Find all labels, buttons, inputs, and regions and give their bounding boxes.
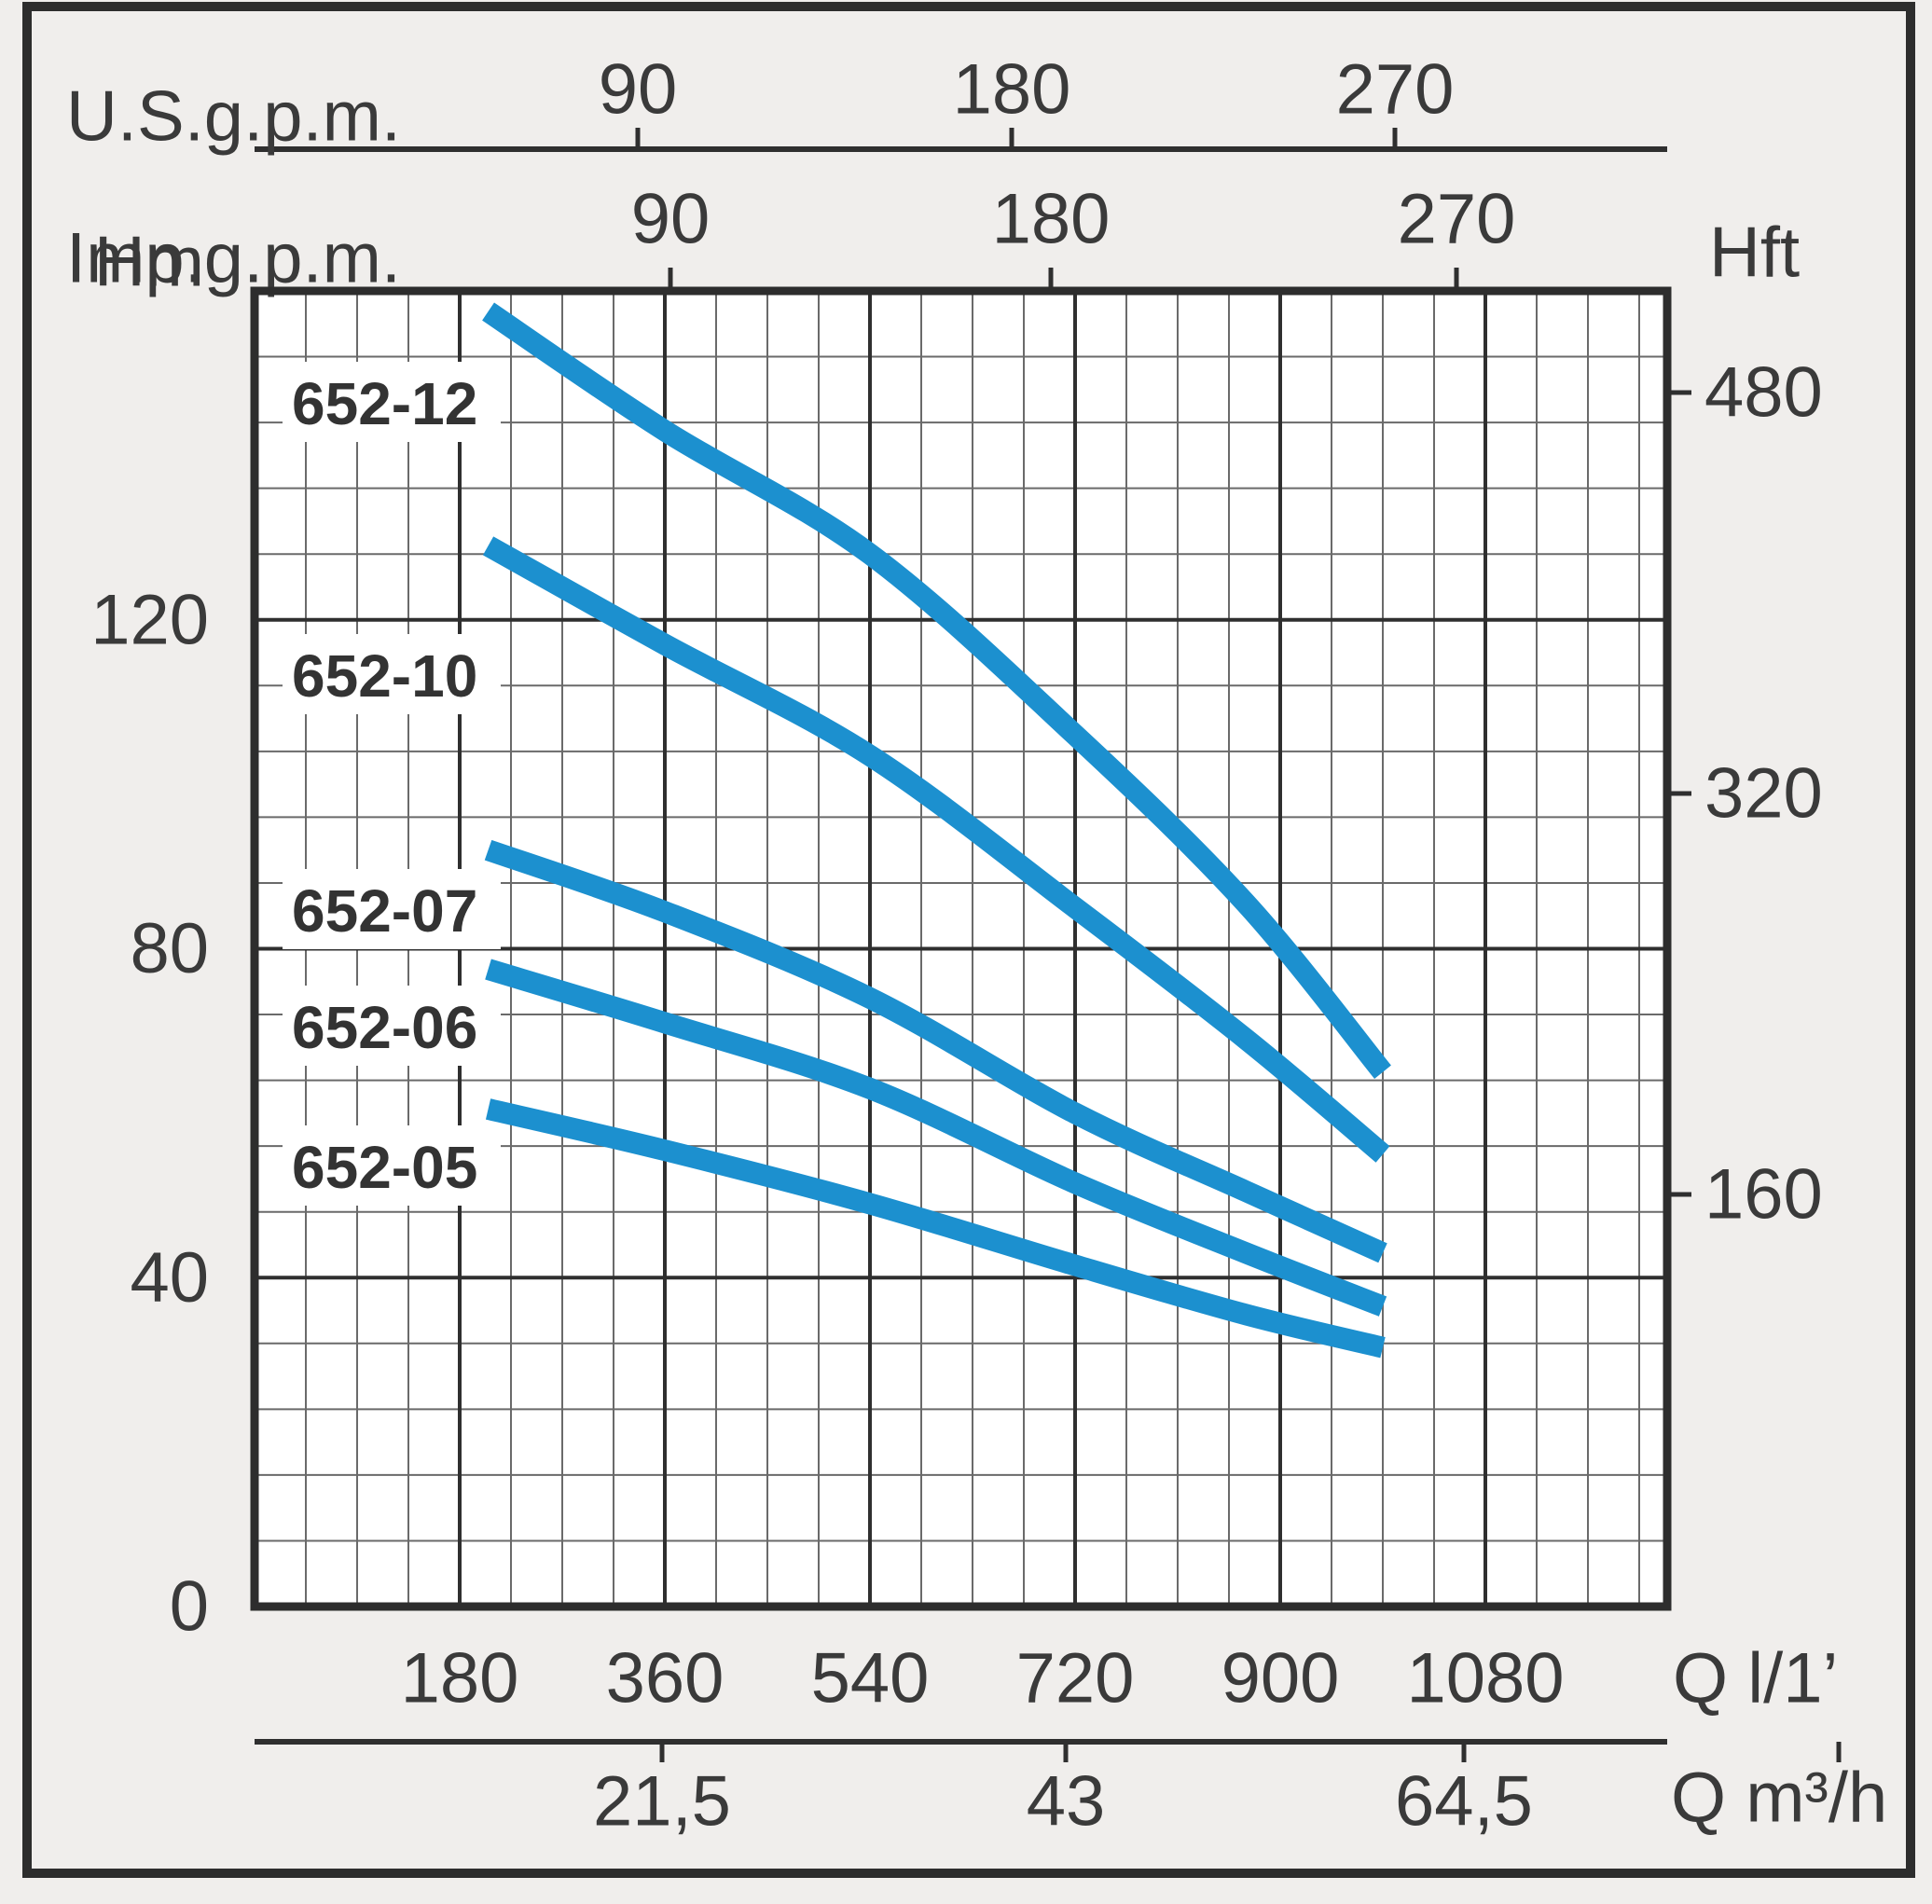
us-gpm-tick-label: 180 — [953, 50, 1071, 130]
imp-gpm-axis: 90 180 270 Imp.g.p.m. — [66, 180, 1515, 298]
x-axis-labels-l-min: 180 360 540 720 900 1080 — [401, 1639, 1565, 1718]
curve-label-652-05: 652-05 — [292, 1134, 477, 1201]
hft-tick-label: 320 — [1704, 754, 1823, 834]
us-gpm-ticks: 90 180 270 — [599, 50, 1455, 149]
y-axis-labels-m: 0 40 80 120 — [90, 580, 209, 1646]
curve-label-652-07: 652-07 — [292, 877, 477, 945]
curve-label-box — [283, 869, 501, 949]
outer-frame — [22, 2, 1915, 1878]
imp-gpm-tick-label: 90 — [631, 180, 711, 259]
m3h-ticks: 21,5 43 64,5 — [593, 1742, 1533, 1842]
l-min-tick-label: 720 — [1016, 1639, 1135, 1718]
plot-border — [250, 286, 1672, 1611]
hm-tick-label: 80 — [130, 909, 209, 988]
curve-label-652-06: 652-06 — [292, 994, 477, 1061]
pump-curve-652-06 — [485, 959, 1387, 1317]
us-gpm-tick-label: 90 — [599, 50, 678, 130]
imp-gpm-tick-label: 270 — [1398, 180, 1516, 259]
y-axis-title-hm: Hm — [94, 223, 204, 302]
curve-labels: 652-12 652-10 652-07 652-06 652-05 — [283, 362, 501, 1206]
l-min-tick-label: 900 — [1221, 1639, 1340, 1718]
imp-gpm-axis-title: Imp.g.p.m. — [66, 219, 401, 298]
m3h-tick-label: 21,5 — [593, 1762, 731, 1842]
curve-label-box — [283, 986, 501, 1066]
y-axis-ticks-ft: 160 320 480 — [1667, 353, 1823, 1235]
curve-label-box — [283, 634, 501, 714]
pump-curve-652-07 — [484, 839, 1387, 1263]
pump-curve-652-10 — [482, 536, 1390, 1163]
m3h-tick-label: 64,5 — [1395, 1762, 1533, 1842]
m3h-axis: 21,5 43 64,5 Q m³/h — [255, 1739, 1887, 1842]
curve-label-box — [283, 362, 501, 442]
us-gpm-axis-title: U.S.g.p.m. — [66, 77, 401, 157]
pump-curve-652-12 — [482, 302, 1391, 1080]
pump-curve-652-05 — [485, 1098, 1386, 1359]
l-min-tick-label: 1080 — [1406, 1639, 1564, 1718]
curve-label-box — [283, 1125, 501, 1206]
imp-gpm-ticks: 90 180 270 — [631, 180, 1516, 291]
hft-tick-label: 160 — [1704, 1155, 1823, 1235]
curve-label-652-10: 652-10 — [292, 642, 477, 710]
m3h-tick-label: 43 — [1027, 1762, 1106, 1842]
y-axis-title-hft: Hft — [1709, 214, 1800, 293]
imp-gpm-tick-label: 180 — [992, 180, 1111, 259]
x-axis-title-l-min: Q l/1’ — [1673, 1639, 1838, 1718]
us-gpm-tick-label: 270 — [1336, 50, 1455, 130]
l-min-tick-label: 540 — [811, 1639, 930, 1718]
hm-tick-label: 0 — [170, 1567, 209, 1647]
hft-tick-label: 480 — [1704, 353, 1823, 433]
curve-label-652-12: 652-12 — [292, 370, 477, 437]
l-min-tick-label: 360 — [606, 1639, 724, 1718]
l-min-tick-label: 180 — [401, 1639, 519, 1718]
pump-curves — [482, 302, 1391, 1359]
us-gpm-axis: 90 180 270 U.S.g.p.m. — [66, 50, 1667, 157]
x-axis-title-m3h: Q m³/h — [1671, 1759, 1887, 1838]
hm-tick-label: 40 — [130, 1238, 209, 1318]
hm-tick-label: 120 — [90, 580, 209, 659]
